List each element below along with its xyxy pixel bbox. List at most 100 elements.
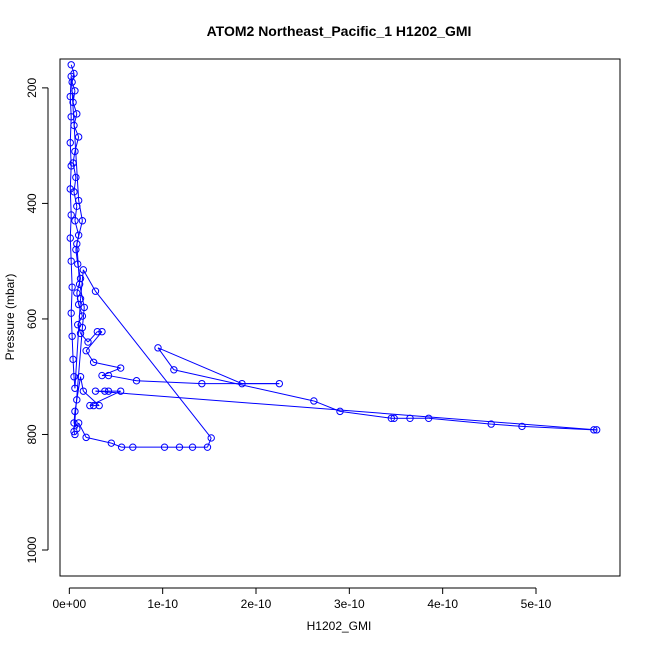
series-segment <box>85 331 103 352</box>
series-segment <box>428 417 492 425</box>
series-segment <box>72 162 77 178</box>
series-segment <box>491 423 523 427</box>
data-point <box>275 379 284 388</box>
series-lines <box>69 64 597 448</box>
data-point <box>91 287 100 295</box>
y-tick-label: 600 <box>25 309 39 329</box>
series-segment <box>78 304 83 317</box>
data-point <box>74 231 83 239</box>
data-point <box>68 78 76 86</box>
data-point <box>71 407 79 416</box>
series-segment <box>78 422 87 438</box>
data-point <box>154 344 162 352</box>
x-axis-label: H1202_GMI <box>307 619 372 633</box>
series-segment <box>157 347 243 385</box>
series-segment <box>69 165 72 189</box>
data-point <box>387 414 396 423</box>
x-tick-label: 1e-10 <box>147 597 178 611</box>
data-point <box>67 211 75 219</box>
series-segment <box>73 411 76 423</box>
series-segment <box>71 336 74 360</box>
series-segment <box>73 177 77 192</box>
data-point <box>93 327 102 336</box>
data-point <box>72 245 80 254</box>
data-point <box>390 414 398 423</box>
data-point <box>66 234 74 242</box>
data-point <box>67 257 75 265</box>
data-point <box>78 323 87 332</box>
y-tick-label: 1000 <box>25 536 39 563</box>
series-segment <box>77 315 83 325</box>
x-tick-label: 2e-10 <box>241 597 272 611</box>
data-point <box>86 401 94 410</box>
y-axis-label: Pressure (mbar) <box>3 274 17 361</box>
data-point <box>82 347 90 355</box>
data-point <box>79 266 88 274</box>
data-point <box>336 407 344 416</box>
x-tick-label: 4e-10 <box>427 597 458 611</box>
data-point <box>91 387 100 395</box>
series-segment <box>75 249 79 265</box>
plot-frame <box>59 58 621 577</box>
series-segment <box>70 287 73 314</box>
data-point <box>487 420 495 428</box>
data-point <box>84 338 92 346</box>
data-point <box>518 422 526 431</box>
x-tick-label: 5e-10 <box>521 597 552 611</box>
data-point <box>129 443 137 451</box>
series-segment <box>69 188 72 215</box>
series-segment <box>87 331 98 343</box>
y-tick-label: 400 <box>25 193 39 213</box>
data-point <box>89 358 98 366</box>
data-point <box>67 61 75 69</box>
series-segment <box>69 214 72 239</box>
data-point <box>74 196 83 205</box>
x-tick-label: 3e-10 <box>334 597 365 611</box>
data-point <box>170 366 178 374</box>
series-segment <box>74 206 78 221</box>
series-segment <box>69 238 72 262</box>
data-point <box>188 443 197 451</box>
data-point <box>74 419 83 427</box>
data-point <box>592 426 601 434</box>
data-point <box>71 384 79 392</box>
data-point <box>76 295 85 303</box>
data-point <box>132 377 141 385</box>
series-segment <box>157 347 175 371</box>
data-point <box>406 414 414 423</box>
data-point <box>78 312 87 320</box>
y-axis: 200 400 600 800 1000 <box>25 78 49 563</box>
series-segment <box>339 410 392 419</box>
data-point <box>89 401 98 410</box>
series-segment <box>72 90 76 103</box>
data-point <box>74 260 82 268</box>
data-point <box>116 387 125 395</box>
data-point <box>71 217 79 225</box>
data-point <box>72 173 80 182</box>
series-segment <box>69 116 72 143</box>
data-point <box>79 387 88 395</box>
data-point <box>76 274 85 283</box>
series-segment <box>71 81 76 91</box>
data-point <box>67 113 75 121</box>
data-point <box>207 434 215 442</box>
series-segment <box>85 350 95 363</box>
data-point <box>104 387 113 395</box>
series-segment <box>173 369 314 402</box>
data-point <box>75 280 84 288</box>
data-point <box>590 426 598 434</box>
data-point <box>80 303 88 312</box>
y-tick-label: 200 <box>25 78 39 98</box>
data-point <box>203 443 212 451</box>
data-point <box>98 327 106 336</box>
series-segment <box>108 375 137 382</box>
series-segment <box>73 376 76 389</box>
series-segment <box>89 390 121 407</box>
data-point <box>71 87 79 95</box>
data-point <box>66 139 74 147</box>
y-tick-label: 800 <box>25 424 39 444</box>
series-segment <box>80 376 84 392</box>
series-segment <box>207 437 212 448</box>
data-point <box>116 364 125 372</box>
